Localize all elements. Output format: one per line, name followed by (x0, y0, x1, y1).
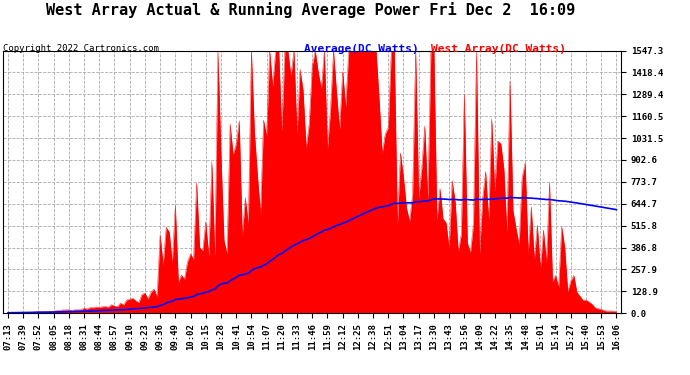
Text: Copyright 2022 Cartronics.com: Copyright 2022 Cartronics.com (3, 44, 159, 53)
Text: West Array(DC Watts): West Array(DC Watts) (431, 44, 566, 54)
Text: Average(DC Watts): Average(DC Watts) (304, 44, 418, 54)
Text: West Array Actual & Running Average Power Fri Dec 2  16:09: West Array Actual & Running Average Powe… (46, 2, 575, 18)
